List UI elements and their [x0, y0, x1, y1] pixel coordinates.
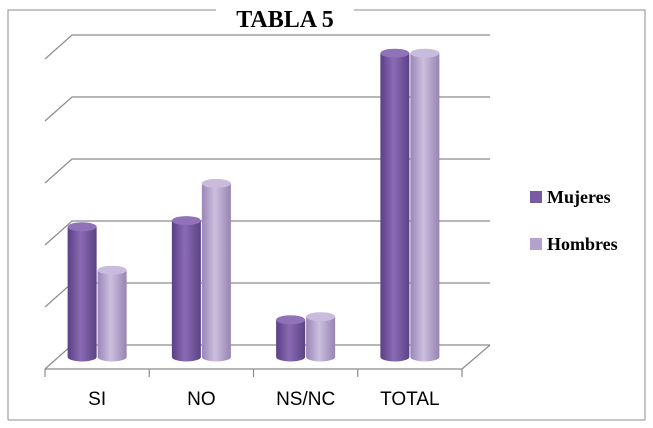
legend-label-mujeres: Mujeres: [547, 187, 611, 207]
bar-hombres: [201, 178, 231, 362]
chart-title: TABLA 5: [236, 7, 334, 33]
bar-mujeres: [67, 222, 97, 362]
gridline: [44, 34, 490, 60]
x-tick-label: NO: [187, 389, 216, 410]
gridline: [44, 96, 490, 122]
legend-swatch-mujeres: [530, 191, 542, 203]
bar-hombres: [410, 48, 440, 362]
bars: [67, 48, 440, 362]
floor-edge: [461, 344, 491, 370]
bar-hombres: [97, 265, 127, 362]
gridline: [44, 220, 490, 246]
x-tick-label: SI: [88, 389, 106, 410]
chart-frame: [7, 9, 646, 421]
x-tick-label: NS/NC: [276, 389, 335, 410]
legend-swatch-hombres: [530, 238, 542, 250]
bar-mujeres: [171, 216, 201, 362]
bar-mujeres: [276, 315, 306, 362]
bar-hombres: [306, 312, 336, 362]
x-axis: [44, 368, 463, 377]
x-tick-labels: SI NO NS/NC TOTAL: [88, 389, 439, 410]
legend-label-hombres: Hombres: [547, 234, 618, 254]
bar-mujeres: [380, 48, 410, 362]
x-tick-label: TOTAL: [380, 389, 439, 410]
gridline: [44, 158, 490, 184]
legend: Mujeres Hombres: [530, 187, 618, 254]
